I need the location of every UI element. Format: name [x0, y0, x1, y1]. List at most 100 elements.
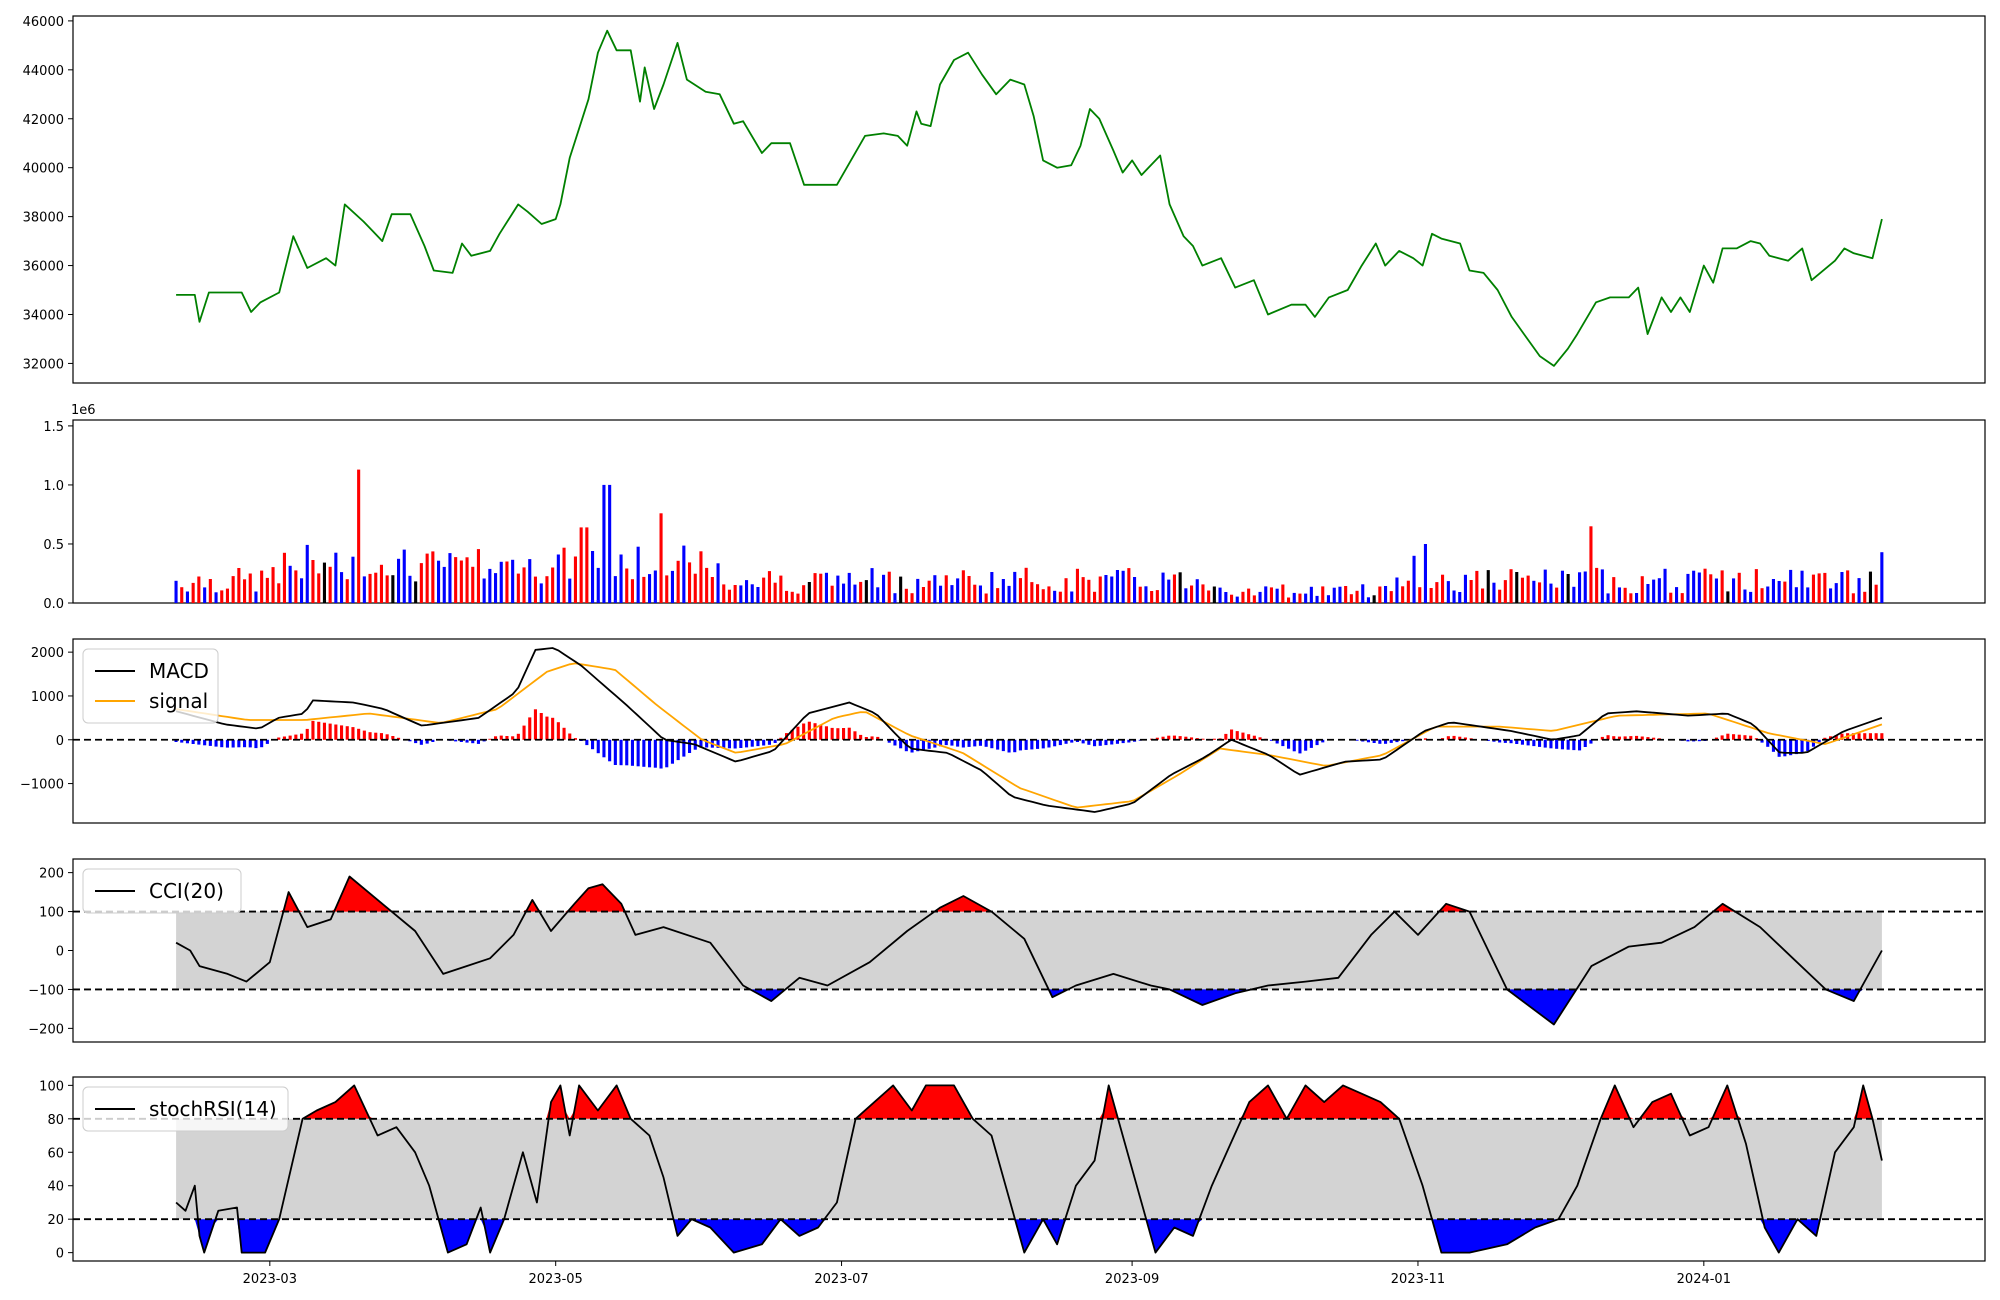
- volume-bar: [733, 585, 737, 603]
- macd-histogram-bar: [385, 734, 389, 740]
- volume-bar: [1629, 593, 1633, 603]
- macd-histogram-bar: [727, 739, 731, 749]
- volume-bar: [625, 568, 629, 603]
- volume-bar: [1475, 570, 1479, 603]
- volume-bar: [1264, 586, 1268, 603]
- macd-histogram-bar: [539, 713, 543, 740]
- price-ytick-label: 44000: [23, 64, 64, 79]
- volume-bar: [573, 556, 577, 603]
- macd-histogram-bar: [1749, 735, 1753, 740]
- volume-bar: [767, 571, 771, 603]
- macd-histogram-bar: [705, 739, 709, 748]
- volume-bar: [391, 575, 395, 603]
- macd-histogram-bar: [214, 739, 218, 747]
- volume-bar: [522, 567, 526, 603]
- macd-histogram-bar: [1509, 739, 1513, 744]
- price-ytick-label: 42000: [23, 113, 64, 128]
- volume-bar: [807, 582, 811, 603]
- macd-histogram-bar: [1378, 739, 1382, 744]
- macd-histogram-bar: [1287, 739, 1291, 749]
- volume-bar: [950, 585, 954, 603]
- stochrsi-line: [175, 1084, 1883, 1254]
- volume-bar: [579, 527, 583, 603]
- macd-histogram-bar: [231, 739, 235, 748]
- volume-bar: [1355, 590, 1359, 603]
- volume-bar: [1110, 576, 1114, 603]
- volume-bar: [1121, 570, 1125, 603]
- macd-histogram-bar: [1646, 737, 1650, 740]
- macd-histogram-bar: [1401, 739, 1405, 742]
- volume-bar: [254, 591, 258, 603]
- macd-histogram-bar: [591, 739, 595, 750]
- stochrsi-oversold-fill: [1146, 1219, 1203, 1253]
- macd-histogram-bar: [1737, 734, 1741, 740]
- volume-bar: [243, 579, 247, 603]
- macd-histogram-bar: [1714, 737, 1718, 740]
- volume-bar: [516, 573, 520, 603]
- volume-bar: [1777, 581, 1781, 603]
- macd-histogram-bar: [1492, 739, 1496, 742]
- volume-bar: [1389, 591, 1393, 603]
- volume-bar: [1726, 591, 1730, 603]
- macd-histogram-bar: [1155, 737, 1159, 740]
- volume-bar: [237, 568, 241, 603]
- macd-histogram-bar: [1840, 733, 1844, 740]
- x-tick-label: 2024-01: [1677, 1272, 1731, 1287]
- x-tick-label: 2023-11: [1391, 1272, 1445, 1287]
- volume-bar: [1435, 582, 1439, 603]
- macd-histogram-bar: [773, 739, 777, 743]
- volume-bar: [710, 577, 714, 603]
- macd-histogram-bar: [1252, 735, 1256, 740]
- volume-bar: [1606, 593, 1610, 603]
- volume-bar: [1503, 580, 1507, 603]
- macd-histogram-bar: [1093, 739, 1097, 747]
- volume-bar: [796, 593, 800, 603]
- macd-histogram-bar: [1726, 733, 1730, 740]
- cci-oversold-fill: [1825, 989, 1864, 1002]
- volume-bar: [585, 527, 589, 603]
- cci-ytick-label: −100: [28, 983, 64, 998]
- volume-ytick-label: 1.5: [43, 420, 64, 435]
- volume-bar: [282, 552, 286, 603]
- volume-ytick-label: 1.0: [43, 479, 64, 494]
- volume-bar: [1384, 586, 1388, 603]
- volume-bar: [1292, 592, 1296, 603]
- stochrsi-ytick-label: 20: [47, 1213, 64, 1228]
- macd-histogram-bar: [282, 736, 286, 740]
- volume-bar: [876, 587, 880, 603]
- macd-histogram-bar: [1127, 739, 1131, 743]
- volume-bar: [1281, 584, 1285, 603]
- macd-histogram-bar: [248, 739, 252, 748]
- volume-bar: [197, 576, 201, 603]
- macd-histogram-bar: [1212, 738, 1216, 740]
- macd-histogram-bar: [1823, 737, 1827, 740]
- volume-bar: [1520, 577, 1524, 603]
- macd-ytick-label: 0: [56, 734, 64, 749]
- stochrsi-oversold-fill: [438, 1219, 481, 1253]
- volume-bar: [1669, 592, 1673, 603]
- volume-bar: [1167, 579, 1171, 603]
- macd-histogram-bar: [819, 724, 823, 740]
- macd-histogram-bar: [1851, 733, 1855, 740]
- volume-bar: [1560, 570, 1564, 603]
- price-ytick-label: 40000: [23, 162, 64, 177]
- volume-bar: [1138, 586, 1142, 603]
- macd-histogram-bar: [939, 739, 943, 747]
- volume-bar: [1600, 569, 1604, 603]
- volume-bar: [682, 545, 686, 603]
- volume-bar: [630, 579, 634, 603]
- volume-bar: [659, 513, 663, 603]
- macd-histogram-bar: [642, 739, 646, 767]
- macd-histogram-bar: [397, 737, 401, 740]
- volume-bar: [1241, 591, 1245, 603]
- volume-bar: [910, 593, 914, 603]
- macd-histogram-bar: [745, 739, 749, 748]
- volume-bar: [488, 568, 492, 603]
- volume-bar: [1036, 584, 1040, 603]
- macd-histogram-bar: [1007, 739, 1011, 753]
- price-ytick-label: 46000: [23, 15, 64, 30]
- macd-histogram-bar: [648, 739, 652, 768]
- macd-histogram-bar: [1115, 739, 1119, 744]
- volume-bar: [619, 554, 623, 603]
- macd-histogram-bar: [225, 739, 229, 748]
